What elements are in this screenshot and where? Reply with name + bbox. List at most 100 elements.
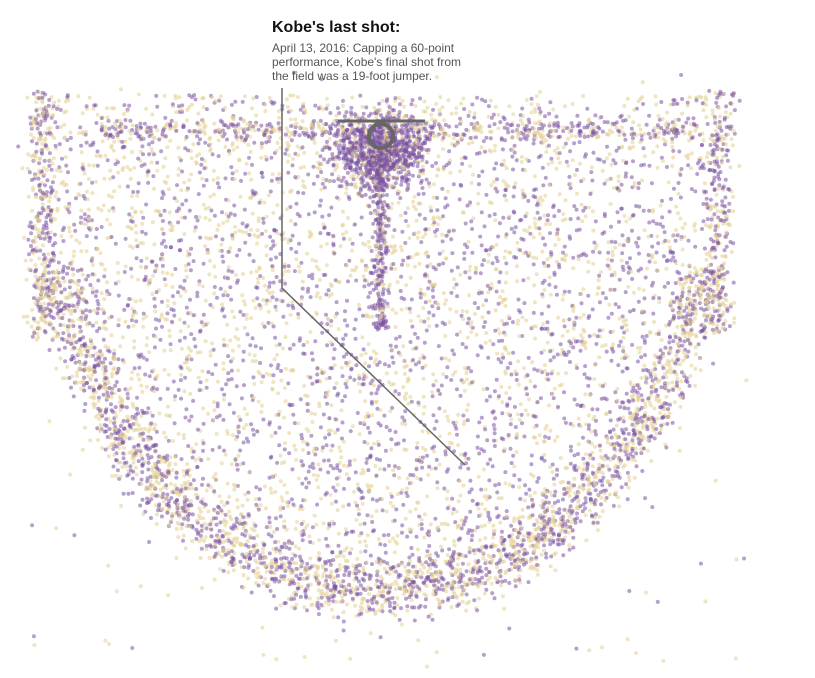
shot-dot — [646, 234, 651, 239]
shot-dot — [353, 470, 358, 475]
shot-dot — [660, 159, 665, 163]
shot-dot — [189, 357, 194, 362]
shot-dot — [261, 417, 266, 422]
shot-dot — [262, 283, 267, 288]
shot-dot — [477, 451, 482, 456]
shot-dot — [556, 499, 561, 504]
shot-dot — [679, 167, 684, 171]
shot-dot — [479, 243, 484, 248]
shot-dot — [212, 264, 217, 269]
shot-dot — [507, 214, 512, 219]
shot-dot — [481, 258, 486, 263]
shot-dot — [238, 116, 243, 121]
shot-dot — [327, 432, 332, 437]
shot-dot — [674, 261, 679, 266]
shot-dot — [165, 174, 170, 179]
shot-dot — [82, 408, 87, 413]
shot-dot — [184, 198, 189, 203]
shot-dot — [348, 116, 353, 121]
shot-dot — [197, 215, 202, 220]
shot-dot — [415, 235, 420, 240]
shot-dot — [233, 437, 238, 442]
shot-dot — [534, 187, 538, 192]
shot-dot — [113, 241, 118, 246]
shot-dot — [112, 139, 117, 144]
shot-dot — [212, 285, 217, 289]
shot-dot — [97, 326, 102, 331]
shot-dot — [244, 316, 249, 321]
shot-dot — [268, 189, 273, 194]
shot-dot — [547, 111, 552, 116]
shot-dot — [646, 396, 651, 401]
shot-dot — [337, 445, 342, 450]
shot-dot — [437, 108, 442, 113]
shot-dot — [282, 264, 287, 269]
shot-dot — [659, 100, 664, 104]
shot-dot — [182, 232, 187, 237]
shot-dot — [302, 384, 307, 388]
shot-dot — [243, 302, 247, 307]
shot-dot — [597, 300, 602, 305]
shot-dot — [270, 268, 275, 272]
shot-dot — [218, 567, 223, 572]
shot-dot — [591, 417, 596, 421]
shot-dot — [470, 227, 475, 231]
shot-dot — [410, 98, 415, 103]
shot-dot — [322, 185, 327, 190]
shot-dot — [416, 314, 421, 319]
shot-dot — [471, 172, 475, 177]
shot-dot — [535, 210, 540, 215]
shot-dot — [294, 201, 299, 206]
shot-dot — [583, 506, 588, 511]
shot-dot — [220, 254, 225, 259]
shot-dot — [517, 417, 522, 422]
shot-dot — [228, 338, 233, 343]
shot-dot — [480, 97, 484, 102]
shot-dot — [448, 170, 453, 175]
shot-dot — [361, 420, 366, 425]
shot-dot — [427, 310, 432, 315]
shot-dot — [637, 251, 641, 256]
shot-dot — [526, 276, 531, 281]
shot-dot — [248, 196, 253, 200]
shot-dot — [675, 211, 680, 216]
shot-dot — [692, 266, 697, 270]
shot-dot — [374, 509, 379, 513]
shot-dot — [116, 317, 121, 322]
shot-dot — [287, 431, 292, 435]
shot-dot — [434, 173, 439, 178]
shot-dot — [647, 208, 652, 213]
shot-dot — [607, 467, 612, 472]
shot-dot — [545, 257, 550, 262]
shot-dot — [370, 520, 375, 524]
shot-dot — [616, 174, 621, 179]
shot-dot — [146, 406, 151, 411]
shot-dot — [355, 503, 359, 508]
shot-dot — [270, 386, 275, 391]
shot-dot — [421, 376, 426, 381]
shot-dot — [292, 421, 297, 426]
shot-dot — [493, 143, 498, 148]
shot-dot — [464, 592, 469, 597]
shot-dot — [566, 530, 571, 535]
shot-dot — [356, 381, 361, 386]
shot-dot — [292, 443, 297, 448]
shot-dot — [442, 486, 447, 491]
shot-dot — [483, 99, 488, 104]
shot-dot — [322, 157, 326, 162]
shot-dot — [162, 179, 167, 184]
shot-dot — [454, 282, 459, 287]
shot-dot — [242, 325, 247, 330]
shot-dot — [430, 288, 435, 293]
shot-dot — [108, 419, 113, 424]
shot-dot — [576, 416, 581, 421]
shot-dot — [654, 431, 659, 436]
shot-dot — [592, 332, 597, 337]
shot-dot — [679, 379, 684, 384]
shot-dot — [270, 264, 275, 269]
shot-dot — [440, 105, 445, 110]
shot-dot — [479, 502, 484, 507]
shot-dot — [394, 311, 399, 316]
shot-dot — [328, 463, 333, 468]
shot-dot — [358, 522, 363, 527]
